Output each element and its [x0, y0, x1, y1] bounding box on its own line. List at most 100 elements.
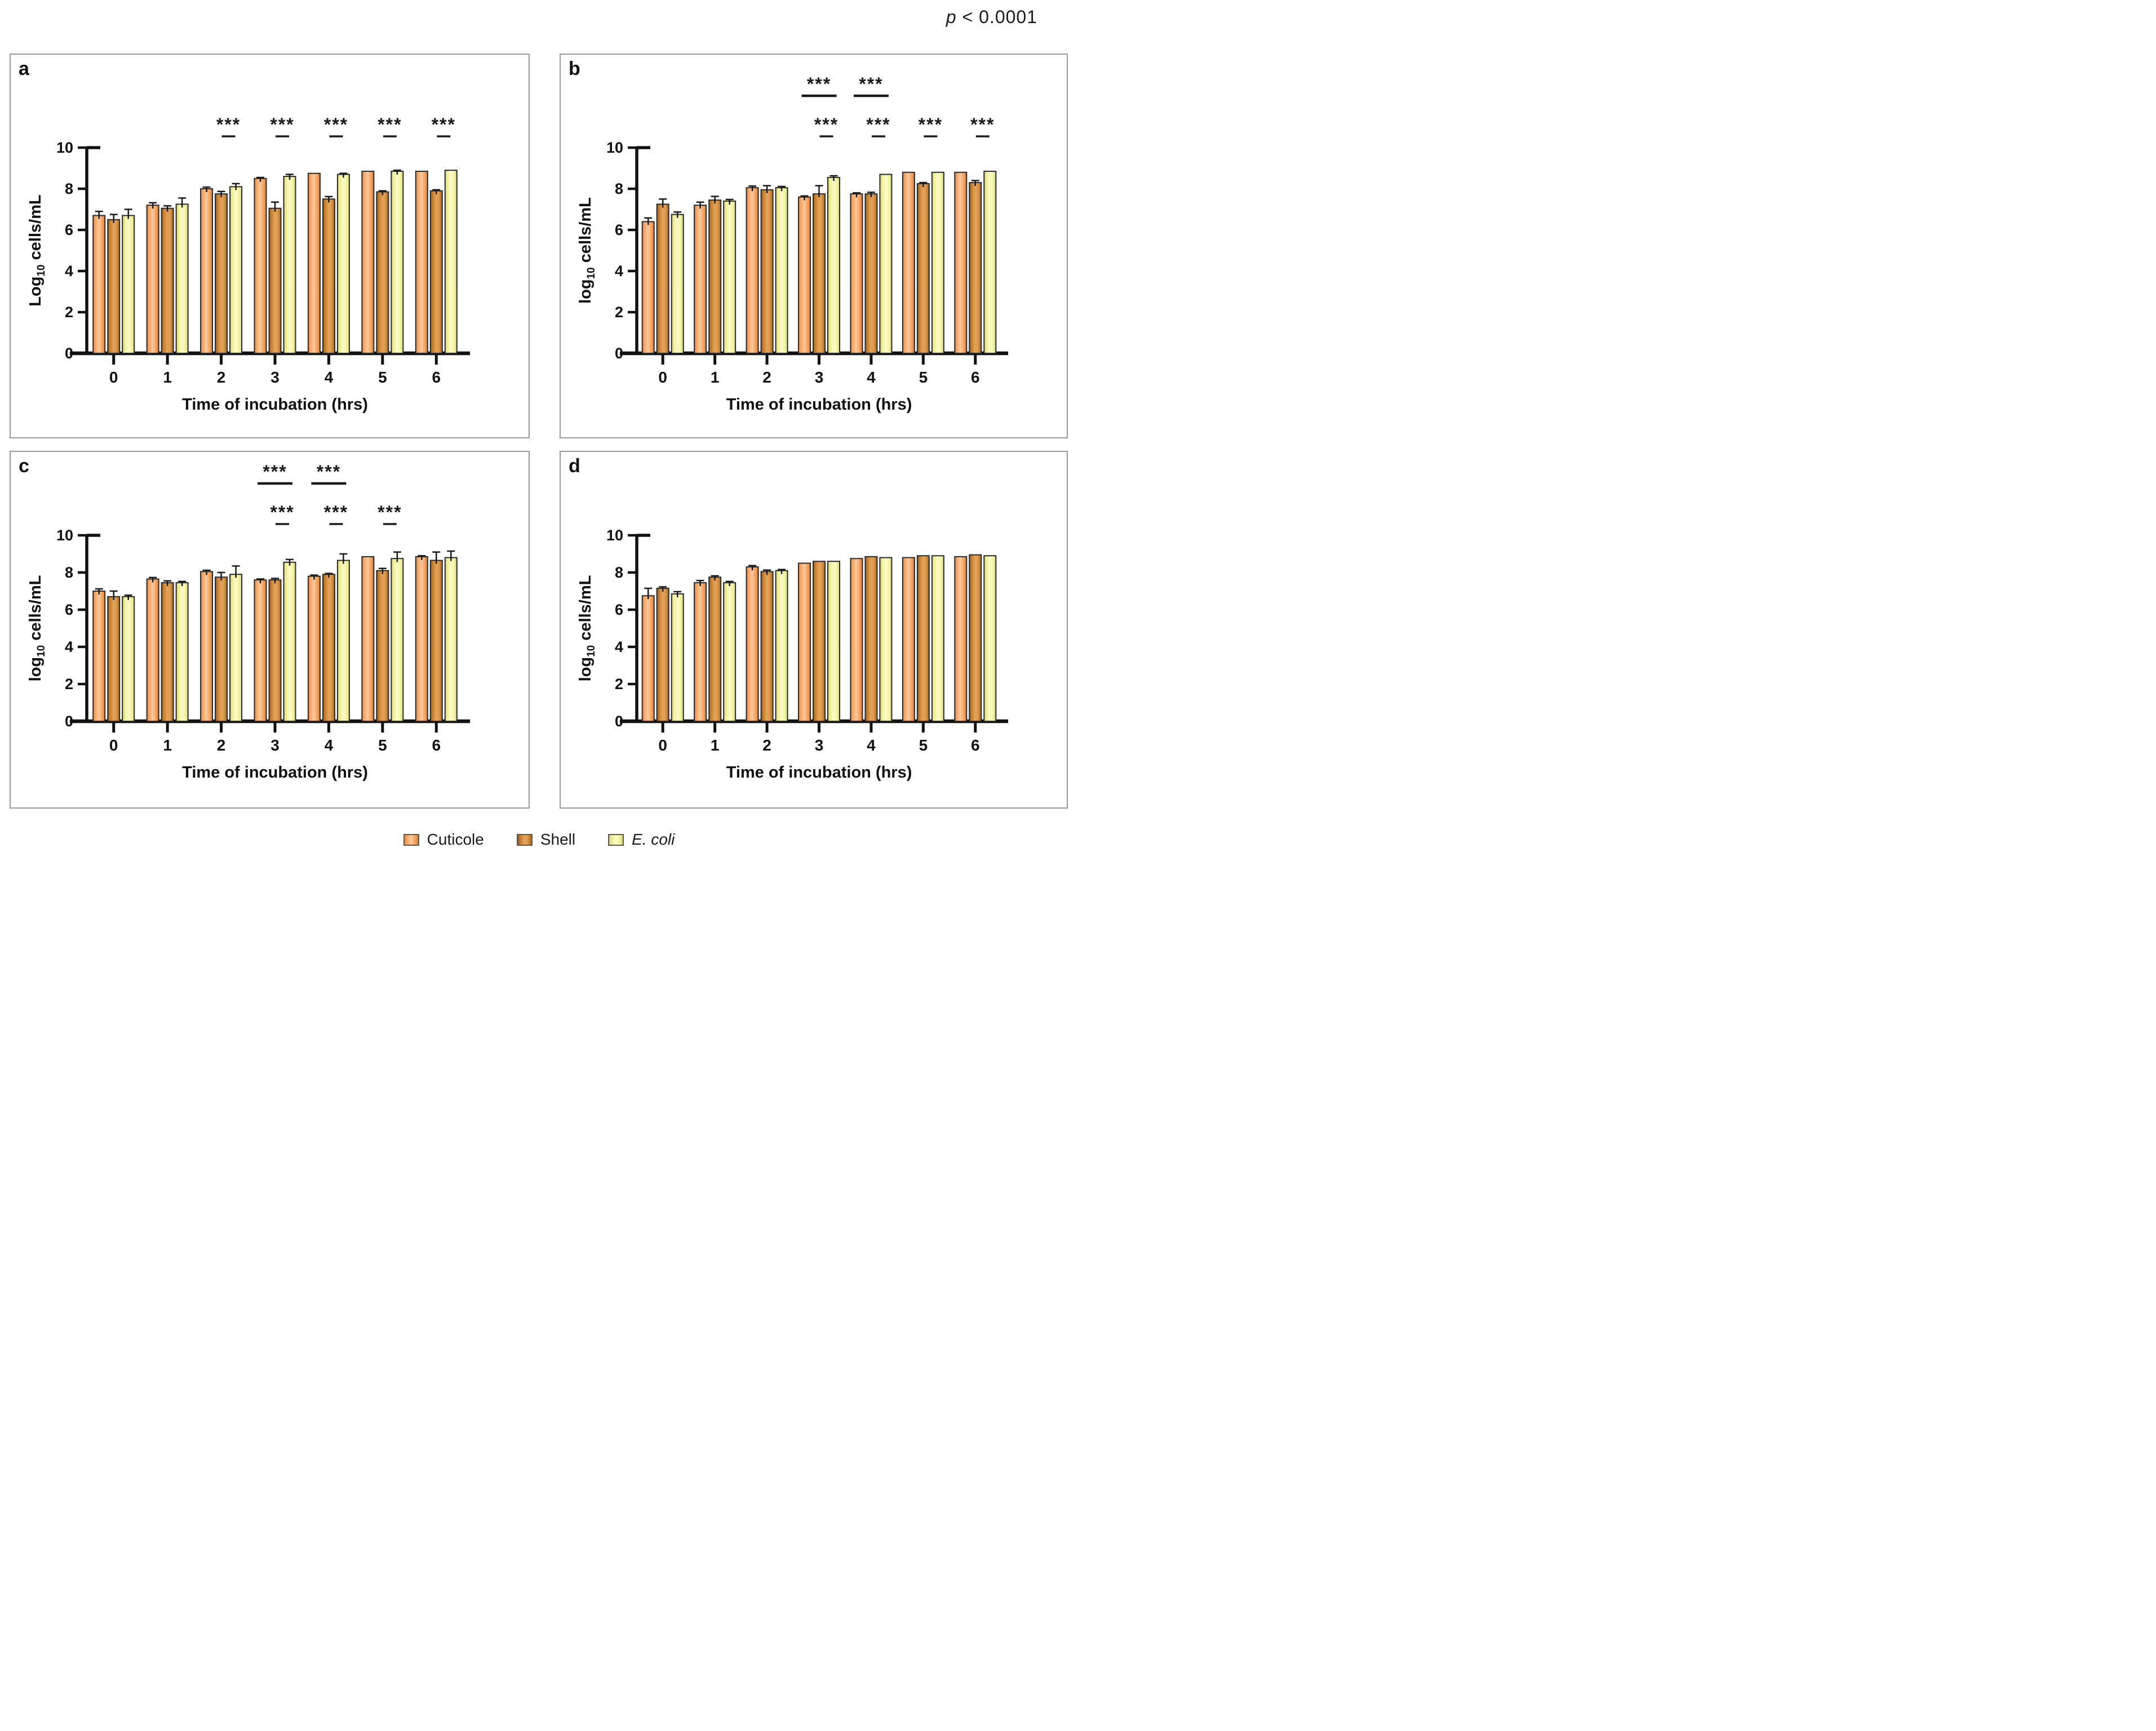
x-tick-label: 1 — [711, 369, 720, 386]
bar-cuticole-t4 — [307, 172, 321, 354]
bar-ecoli-t6 — [983, 555, 997, 722]
bar-shell-t2 — [760, 189, 774, 354]
bar-shell-t4 — [322, 198, 335, 354]
p-value-annotation: p < 0.0001 — [946, 7, 1037, 28]
bar-cuticole-t1 — [694, 582, 707, 722]
sig-stars: *** — [270, 114, 294, 135]
legend-item-cuticole: Cuticole — [403, 831, 484, 849]
legend-item-ecoli: E. coli — [608, 831, 675, 849]
bar-cuticole-t0 — [92, 591, 106, 722]
bar-ecoli-t0 — [671, 593, 684, 722]
panel-b-letter: b — [569, 58, 580, 79]
bar-cuticole-t3 — [254, 177, 267, 354]
bar-shell-t4 — [864, 556, 878, 722]
y-tick-label: 6 — [65, 601, 73, 618]
bar-cuticole-t5 — [361, 170, 375, 354]
x-tick-label: 6 — [432, 369, 441, 386]
bar-ecoli-t2 — [229, 186, 243, 354]
bar-ecoli-t6 — [983, 170, 997, 354]
p-symbol: p — [946, 7, 957, 27]
bar-cuticole-t4 — [307, 575, 321, 722]
x-tick-label: 0 — [109, 369, 118, 386]
bar-ecoli-t3 — [827, 176, 840, 354]
bar-cuticole-t3 — [798, 196, 811, 354]
sig-stars: *** — [324, 114, 348, 135]
sig-stars: *** — [970, 114, 995, 135]
p-threshold: < 0.0001 — [956, 7, 1037, 27]
sig-stars: *** — [378, 114, 402, 135]
legend-label-ecoli: E. coli — [632, 831, 675, 848]
bar-ecoli-t6 — [444, 170, 458, 354]
panel-d-letter: d — [569, 455, 580, 477]
bar-ecoli-t1 — [723, 200, 737, 354]
x-tick-label: 3 — [270, 736, 280, 754]
cuticole-swatch-icon — [403, 833, 419, 846]
bar-ecoli-t5 — [391, 170, 404, 354]
sig-stars: *** — [866, 114, 890, 135]
y-tick-label: 10 — [606, 527, 623, 544]
x-axis-title: Time of incubation (hrs) — [182, 764, 368, 782]
panel-a: a 0 2 4 6 8 10 Log10 cells/mL 0 1 2 3 4 5 6 Time of in… — [10, 54, 530, 438]
sig-stars: *** — [807, 74, 831, 94]
sig-stars: *** — [919, 114, 943, 135]
bar-shell-t2 — [215, 193, 228, 354]
x-axis-title: Time of incubation (hrs) — [726, 764, 912, 782]
panel-d: d 0 2 4 6 8 10 log10 cells/mL 0 1 2 3 4 5 6 Time of in… — [560, 451, 1068, 809]
panel-c-chart: 0 2 4 6 8 10 log10 cells/mL 0 1 2 3 4 5 6 Time of incu… — [26, 461, 470, 782]
bar-ecoli-t2 — [775, 570, 788, 722]
bar-cuticole-t1 — [146, 205, 159, 354]
x-tick-label: 6 — [971, 736, 980, 754]
bar-cuticole-t2 — [746, 187, 759, 354]
y-tick-label: 4 — [615, 638, 623, 655]
x-tick-label: 1 — [163, 369, 172, 386]
y-tick-label: 10 — [56, 139, 73, 156]
bar-shell-t4 — [864, 193, 878, 354]
shell-swatch-icon — [516, 833, 533, 846]
x-tick-label: 1 — [163, 736, 172, 754]
y-tick-label: 0 — [65, 713, 73, 730]
bar-shell-t6 — [429, 560, 443, 722]
bar-shell-t5 — [916, 555, 930, 722]
bar-shell-t0 — [656, 203, 669, 354]
panel-c: c 0 2 4 6 8 10 log10 cells/mL 0 1 2 3 4 5 6 Time of in… — [10, 451, 530, 809]
bar-shell-t6 — [969, 182, 982, 354]
x-tick-label: 6 — [432, 736, 441, 754]
bar-cuticole-t3 — [798, 562, 811, 722]
y-tick-label: 8 — [65, 180, 73, 197]
bar-ecoli-t5 — [931, 171, 944, 354]
bar-ecoli-t4 — [336, 560, 350, 722]
x-tick-label: 1 — [711, 736, 720, 754]
bar-ecoli-t4 — [336, 174, 350, 354]
panel-d-chart: 0 2 4 6 8 10 log10 cells/mL 0 1 2 3 4 5 6 Time of incu… — [576, 527, 1008, 782]
x-tick-label: 5 — [919, 369, 928, 386]
panel-a-letter: a — [19, 58, 29, 79]
bar-ecoli-t1 — [175, 203, 189, 354]
bar-ecoli-t3 — [827, 561, 840, 722]
y-axis-title: Log10 cells/mL — [26, 194, 47, 306]
x-tick-label: 6 — [971, 369, 980, 386]
bar-cuticole-t6 — [954, 556, 968, 722]
bar-ecoli-t3 — [283, 176, 296, 354]
bar-shell-t4 — [322, 574, 335, 722]
y-tick-label: 10 — [56, 527, 73, 544]
bar-shell-t3 — [813, 193, 826, 354]
ecoli-swatch-icon — [608, 833, 624, 846]
bar-cuticole-t2 — [746, 566, 759, 722]
legend-item-shell: Shell — [516, 831, 576, 849]
y-tick-label: 2 — [615, 304, 623, 321]
y-tick-label: 6 — [615, 221, 623, 238]
bar-cuticole-t0 — [641, 221, 655, 354]
bar-shell-t6 — [429, 190, 443, 354]
bar-shell-t3 — [268, 207, 282, 354]
panel-b: b 0 2 4 6 8 10 log10 cells/mL 0 1 2 3 4 5 6 Time of in… — [560, 54, 1068, 438]
y-tick-label: 0 — [615, 345, 623, 362]
sig-stars: *** — [432, 114, 456, 135]
figure-canvas: p < 0.0001 a 0 2 4 6 8 10 Log10 cells/mL 0 1 2 3 4 5… — [0, 0, 1078, 866]
bar-ecoli-t0 — [122, 215, 135, 354]
legend-label-shell: Shell — [540, 831, 576, 848]
x-tick-label: 3 — [815, 736, 824, 754]
bar-cuticole-t4 — [850, 193, 863, 354]
sig-stars: *** — [317, 461, 341, 482]
bar-shell-t5 — [376, 191, 389, 354]
x-tick-label: 5 — [378, 369, 387, 386]
